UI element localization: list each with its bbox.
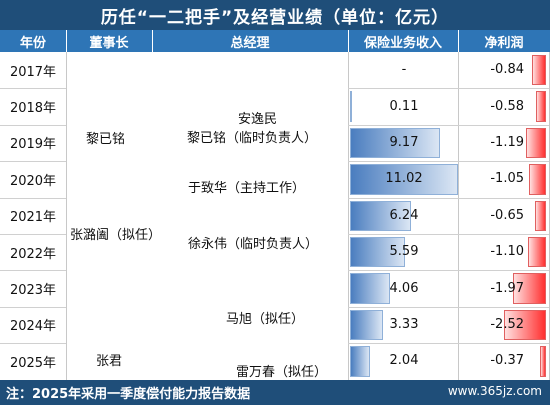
insurance-value: - bbox=[401, 62, 407, 78]
insurance-bar bbox=[350, 200, 412, 231]
year-label: 2020年 bbox=[9, 173, 57, 189]
insurance-bar bbox=[350, 127, 440, 159]
profit-value: -0.58 bbox=[490, 98, 524, 114]
profit-value: -1.05 bbox=[490, 171, 524, 187]
profit-bar bbox=[535, 200, 546, 231]
header-insurance: 保险业务收入 bbox=[348, 30, 458, 52]
profit-bar bbox=[513, 273, 546, 304]
profit-value: -0.84 bbox=[490, 62, 524, 78]
insurance-value: 11.02 bbox=[385, 171, 423, 187]
gm-5: 马旭（拟任） bbox=[226, 312, 305, 327]
header-year: 年份 bbox=[0, 30, 66, 52]
profit-value: -1.97 bbox=[490, 280, 524, 296]
insurance-bar bbox=[350, 91, 352, 122]
profit-value: -1.19 bbox=[490, 135, 524, 150]
chairman-2: 张潞阖（拟任） bbox=[70, 228, 162, 243]
insurance-bar bbox=[350, 164, 458, 195]
profit-bar bbox=[527, 237, 546, 268]
insurance-value: 2.04 bbox=[389, 353, 419, 369]
profit-bar bbox=[536, 91, 546, 122]
insurance-value: 5.59 bbox=[389, 244, 419, 260]
profit-bar bbox=[528, 164, 546, 195]
year-label: 2023年 bbox=[9, 283, 57, 299]
year-label: 2025年 bbox=[9, 355, 57, 371]
profit-value: -0.37 bbox=[490, 353, 524, 369]
insurance-bar bbox=[350, 237, 405, 268]
gm-6: 雷万春（拟任） bbox=[236, 365, 328, 380]
insurance-bar bbox=[350, 309, 383, 341]
insurance-bar bbox=[350, 273, 390, 304]
chairman-1: 黎已铭 bbox=[86, 132, 126, 147]
year-label: 2024年 bbox=[9, 319, 57, 335]
profit-bar bbox=[532, 55, 546, 86]
insurance-value: 9.17 bbox=[389, 135, 419, 150]
profit-value: -2.52 bbox=[490, 317, 524, 332]
year-label: 2022年 bbox=[9, 246, 57, 262]
profit-value: -0.65 bbox=[490, 207, 524, 223]
insurance-value: 0.11 bbox=[389, 98, 419, 114]
header-chairman: 董事长 bbox=[66, 30, 152, 52]
year-label: 2021年 bbox=[9, 210, 57, 226]
profit-bar bbox=[526, 127, 546, 159]
insurance-bar bbox=[350, 346, 370, 377]
gm-4: 徐永伟（临时负责人） bbox=[188, 237, 319, 252]
profit-bar bbox=[504, 309, 546, 341]
gm-1: 安逸民 bbox=[238, 112, 278, 127]
year-label: 2017年 bbox=[9, 64, 57, 80]
profit-value: -1.10 bbox=[490, 244, 524, 260]
header-profit: 净利润 bbox=[458, 30, 550, 52]
year-label: 2018年 bbox=[9, 101, 57, 117]
footer: 注：2025年采用一季度偿付能力报告数据 www.365jz.com bbox=[0, 380, 550, 405]
insurance-value: 3.33 bbox=[389, 317, 419, 332]
year-label: 2019年 bbox=[9, 137, 57, 153]
profit-bar bbox=[539, 346, 546, 377]
footer-note: 注：2025年采用一季度偿付能力报告数据 bbox=[6, 387, 251, 402]
insurance-value: 6.24 bbox=[389, 207, 419, 223]
insurance-value: 4.06 bbox=[389, 280, 419, 296]
chairman-3: 张君 bbox=[96, 354, 123, 369]
gm-3: 于致华（主持工作） bbox=[188, 181, 306, 196]
header-gm: 总经理 bbox=[152, 30, 348, 52]
chart-title: 历任“一二把手”及经营业绩（单位：亿元） bbox=[0, 0, 550, 30]
site-credit: www.365jz.com bbox=[447, 384, 542, 398]
gm-2: 黎已铭（临时负责人） bbox=[187, 131, 318, 146]
